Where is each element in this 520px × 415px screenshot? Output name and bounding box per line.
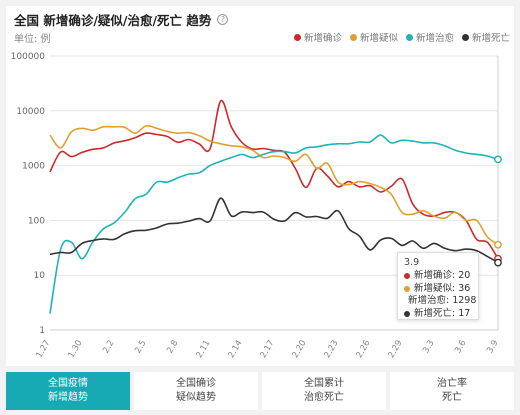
line-chart: 1 10 100 1000 10000 100000 1.27 1.30 2.2 2.5 2.8 2.… [11, 52, 502, 360]
y-tick-label: 1 [39, 326, 45, 336]
unit-label: 单位: 例 [14, 34, 51, 45]
x-tick-label: 3.6 [453, 339, 468, 356]
legend-dot-suspected [349, 33, 357, 41]
tab-label-line2: 死亡 [442, 392, 462, 403]
x-tick-label: 3.9 [485, 339, 500, 356]
tab-cumulative[interactable]: 全国累计 治愈死亡 [262, 372, 386, 410]
x-tick-label: 2.5 [133, 339, 148, 356]
series-endpoint-cured [494, 155, 502, 164]
tab-label-line2: 新增趋势 [48, 392, 88, 403]
legend: 新增确诊 新增疑似 新增治愈 新增死亡 [293, 30, 510, 44]
tab-label-line2: 治愈死亡 [304, 392, 344, 403]
tab-fatality-rate[interactable]: 治亡率 死亡 [390, 372, 514, 410]
x-tick-label: 2.26 [354, 339, 372, 360]
legend-item-cured[interactable]: 新增治愈 [405, 30, 454, 44]
tooltip-row-suspected: 新增疑似: 36 [404, 283, 472, 296]
x-tick-label: 2.8 [165, 339, 180, 356]
legend-item-death[interactable]: 新增死亡 [461, 30, 510, 44]
tooltip-value-death: 新增死亡: 17 [414, 307, 471, 319]
series-line-confirmed [49, 99, 499, 260]
x-tick-label: 2.29 [386, 339, 404, 360]
y-tick-label: 10000 [16, 107, 45, 117]
x-tick-label: 2.2 [101, 339, 116, 356]
tooltip-dot-confirmed [404, 273, 410, 280]
question-circle-icon[interactable]: ? [217, 14, 229, 25]
tab-bar: 全国疫情 新增趋势 全国确诊 疑似趋势 全国累计 治愈死亡 治亡率 死亡 [6, 372, 514, 410]
x-tick-label: 2.20 [290, 339, 308, 360]
tab-new-trend[interactable]: 全国疫情 新增趋势 [6, 372, 130, 410]
tooltip-value-cured: 新增治愈: 1298 [408, 295, 477, 306]
x-tick-label: 2.17 [258, 339, 276, 360]
y-tick-label: 1000 [22, 162, 45, 172]
tab-label-line1: 全国疫情 [48, 378, 88, 389]
y-tick-label: 100000 [11, 52, 46, 62]
legend-dot-confirmed [293, 33, 301, 41]
legend-dot-death [461, 33, 469, 41]
legend-label-death: 新增死亡 [471, 33, 510, 44]
x-tick-label: 1.27 [34, 339, 52, 360]
title-row: 全国 新增确诊/疑似/治愈/死亡 趋势 ? [14, 10, 229, 29]
y-tick-label: 10 [34, 271, 46, 281]
series-endpoint-suspected [494, 240, 502, 249]
legend-item-confirmed[interactable]: 新增确诊 [293, 30, 342, 44]
y-tick-label: 100 [28, 216, 45, 226]
legend-label-cured: 新增治愈 [415, 33, 454, 44]
tooltip-dot-suspected [404, 285, 410, 292]
tooltip: 3.9 新增确诊: 20 新增疑似: 36 新增治愈: 1298 新增死亡: 1… [397, 252, 479, 320]
tooltip-value-suspected: 新增疑似: 36 [414, 282, 471, 294]
tooltip-row-death: 新增死亡: 17 [404, 308, 472, 321]
x-tick-label: 2.11 [194, 339, 212, 360]
tooltip-dot-death [404, 310, 410, 317]
series-line-cured [49, 134, 499, 314]
tab-label-line1: 全国确诊 [176, 378, 216, 389]
legend-item-suspected[interactable]: 新增疑似 [349, 30, 398, 44]
series-endpoint-death [494, 258, 502, 267]
x-tick-label: 2.14 [226, 339, 244, 360]
x-tick-label: 3.3 [421, 339, 436, 356]
tooltip-value-confirmed: 新增确诊: 20 [414, 270, 471, 281]
series-line-death [49, 197, 499, 264]
legend-label-confirmed: 新增确诊 [303, 33, 342, 44]
legend-label-suspected: 新增疑似 [359, 33, 398, 44]
x-tick-label: 1.30 [66, 339, 84, 360]
chart-title: 全国 新增确诊/疑似/治愈/死亡 趋势 [14, 13, 212, 28]
tab-label-line2: 疑似趋势 [176, 392, 216, 403]
tab-label-line1: 治亡率 [437, 378, 467, 389]
x-tick-label: 2.23 [322, 339, 340, 360]
tooltip-date: 3.9 [404, 257, 420, 268]
tab-confirmed-suspected[interactable]: 全国确诊 疑似趋势 [134, 372, 258, 410]
series-line-suspected [49, 124, 499, 246]
tooltip-row-cured: 新增治愈: 1298 [404, 295, 476, 308]
tab-label-line1: 全国累计 [304, 378, 344, 389]
legend-dot-cured [405, 33, 413, 41]
tooltip-row-confirmed: 新增确诊: 20 [404, 270, 472, 283]
